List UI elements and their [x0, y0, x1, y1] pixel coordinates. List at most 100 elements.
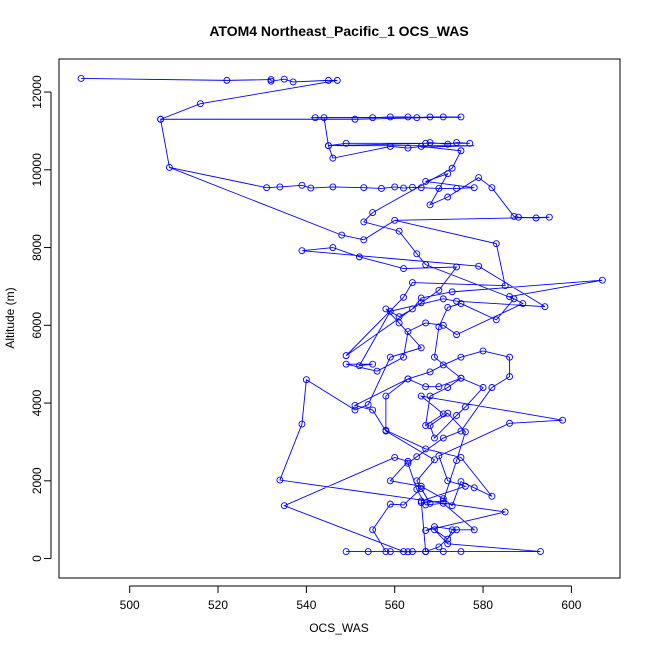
data-point	[444, 170, 452, 178]
data-point	[431, 434, 438, 442]
data-point	[351, 401, 359, 409]
data-point	[510, 212, 518, 220]
data-point	[435, 185, 443, 192]
data-point	[444, 535, 452, 543]
data-point	[439, 361, 447, 369]
data-point	[404, 144, 412, 152]
data-point	[545, 213, 553, 221]
data-point	[435, 383, 443, 391]
data-point	[400, 548, 408, 556]
data-point	[289, 78, 297, 86]
data-point	[298, 420, 306, 428]
y-tick-label: 8000	[30, 234, 44, 261]
data-point	[444, 140, 452, 148]
data-point	[479, 384, 487, 391]
data-point	[488, 184, 496, 192]
data-point	[439, 495, 447, 503]
data-point	[506, 293, 514, 300]
data-point	[506, 419, 514, 427]
data-point	[408, 279, 416, 286]
data-point	[404, 548, 412, 556]
data-point	[408, 305, 416, 313]
data-point	[457, 427, 465, 435]
data-point	[457, 478, 465, 486]
x-tick-label: 520	[208, 598, 228, 612]
data-point	[426, 392, 434, 400]
data-point	[400, 265, 408, 272]
data-point	[417, 485, 425, 493]
data-point	[342, 139, 350, 147]
data-point	[422, 527, 430, 535]
data-point	[391, 216, 399, 224]
data-point	[453, 139, 461, 147]
data-point	[400, 501, 408, 509]
data-point	[439, 499, 447, 507]
data-point	[426, 201, 434, 209]
data-point	[431, 526, 438, 534]
data-point	[404, 459, 412, 467]
data-point	[448, 526, 456, 534]
data-point	[488, 384, 496, 391]
data-point	[426, 422, 434, 430]
data-point	[276, 476, 284, 484]
x-tick-label: 580	[473, 598, 493, 612]
data-point	[439, 321, 447, 329]
data-point	[444, 303, 452, 311]
data-point	[391, 454, 399, 461]
data-point	[280, 75, 288, 83]
data-point	[413, 453, 421, 461]
x-tick-label: 540	[296, 598, 316, 612]
data-point	[426, 113, 434, 121]
data-point	[404, 375, 412, 383]
data-point	[307, 184, 315, 192]
y-tick-label: 12000	[30, 75, 44, 109]
data-point	[338, 231, 346, 239]
data-point	[369, 406, 377, 414]
data-point	[373, 367, 381, 375]
series-line	[160, 116, 603, 553]
data-point	[196, 100, 204, 108]
data-point	[369, 114, 377, 122]
data-point	[475, 262, 483, 270]
data-point	[298, 181, 306, 189]
data-point	[470, 184, 478, 192]
data-point	[386, 143, 394, 150]
data-point	[492, 240, 500, 248]
data-point	[422, 139, 430, 147]
data-point	[461, 403, 469, 411]
data-point	[439, 548, 447, 556]
x-axis-label: OCS_WAS	[309, 621, 369, 635]
data-point	[386, 113, 394, 121]
data-point	[157, 115, 165, 123]
data-point	[391, 183, 399, 191]
data-point	[457, 374, 465, 382]
series-lines	[81, 77, 603, 553]
data-point	[364, 548, 372, 556]
data-point	[369, 209, 377, 217]
series-line-link	[394, 216, 550, 221]
data-point	[382, 548, 390, 556]
data-point	[276, 183, 284, 191]
data-point	[439, 295, 447, 303]
data-point	[386, 477, 394, 485]
data-point	[532, 214, 540, 222]
data-point	[457, 147, 465, 155]
data-point	[382, 305, 390, 313]
y-tick-label: 6000	[30, 312, 44, 339]
data-point	[514, 213, 522, 221]
data-point	[422, 383, 430, 391]
data-point	[519, 300, 527, 307]
data-point	[400, 353, 408, 361]
y-tick-label: 0	[30, 555, 44, 562]
data-point	[422, 445, 430, 453]
data-point	[466, 139, 474, 147]
data-point	[360, 184, 368, 192]
data-point	[448, 288, 456, 296]
data-point	[444, 540, 452, 548]
data-point	[470, 526, 478, 534]
data-point	[444, 193, 452, 201]
data-point	[453, 331, 461, 339]
data-point	[461, 482, 469, 490]
data-point	[598, 276, 606, 284]
